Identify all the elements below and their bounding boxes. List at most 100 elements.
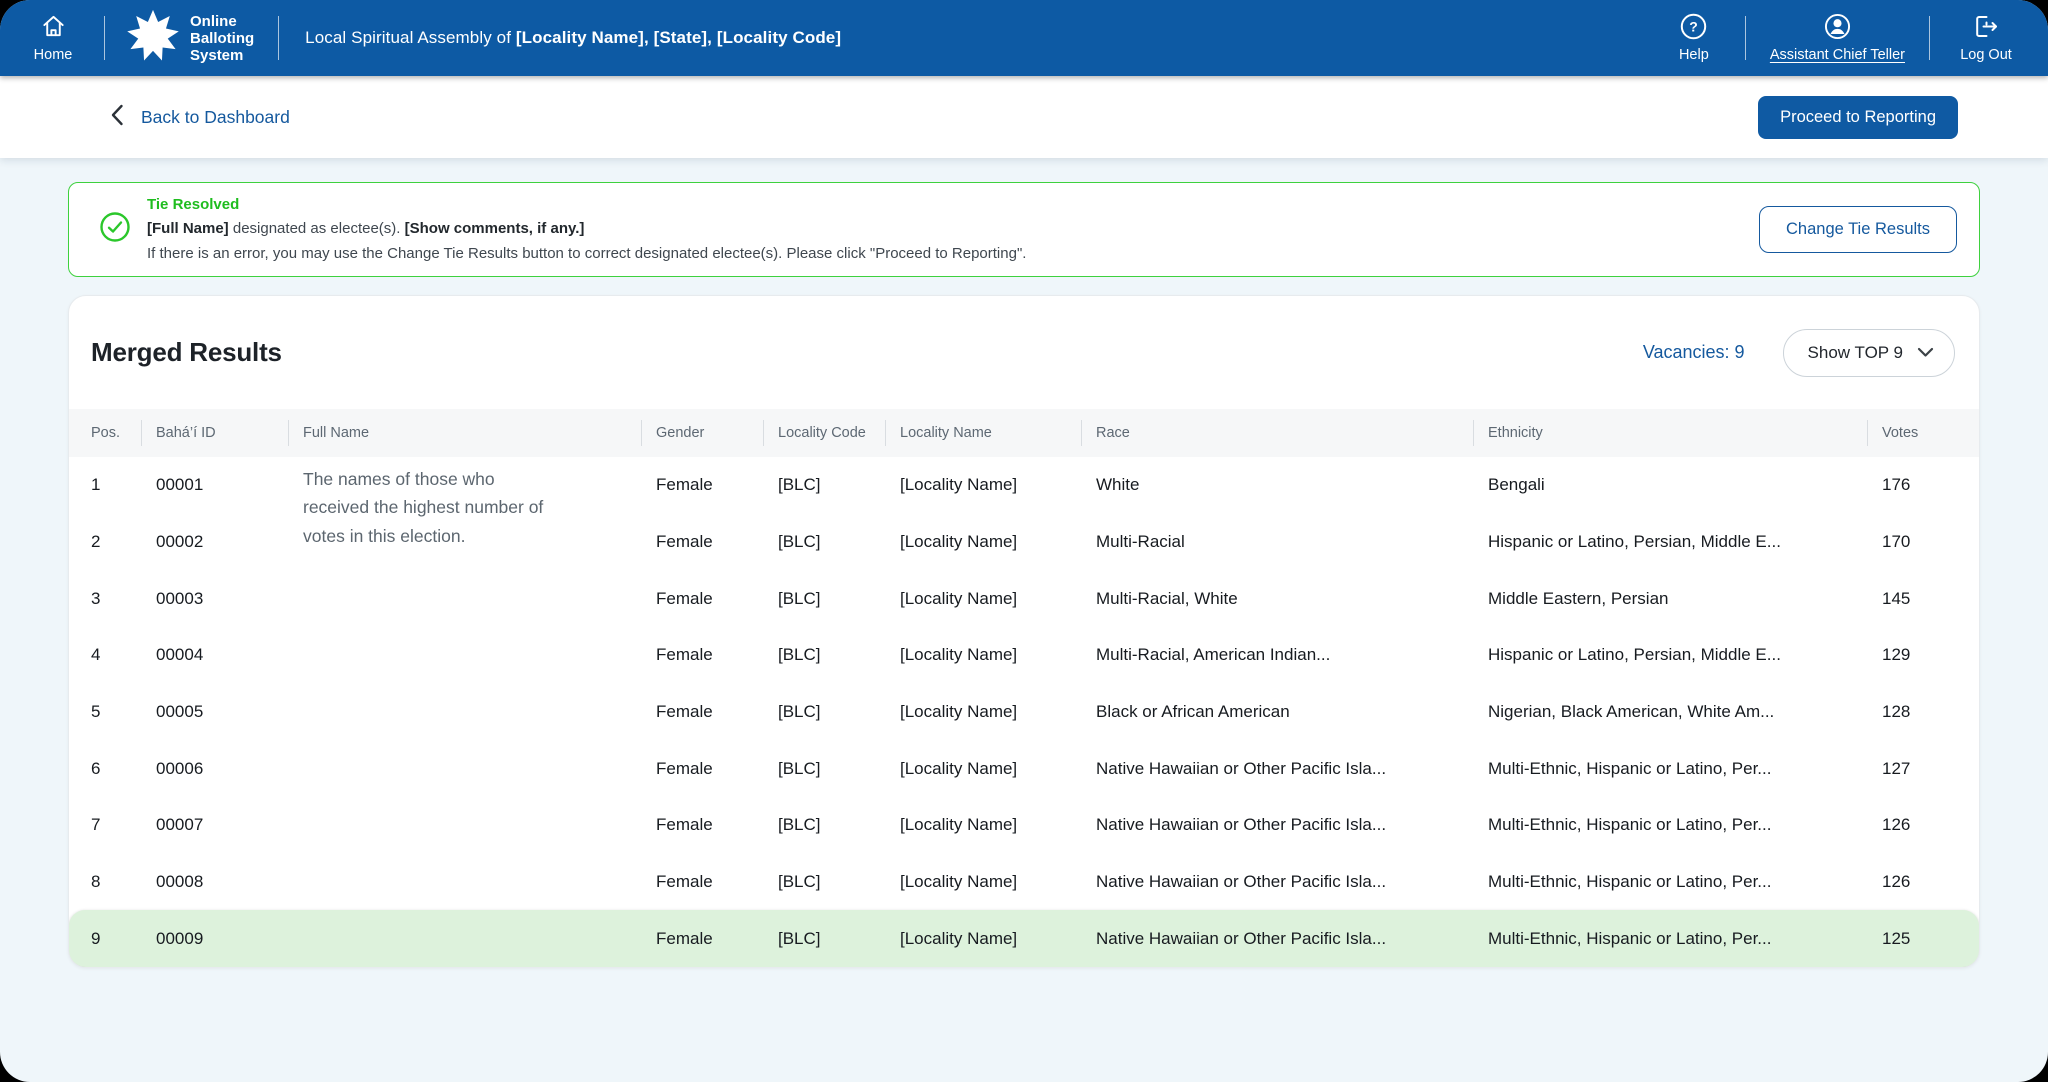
- cell-pos: 2: [91, 532, 141, 552]
- top-navigation-bar: Home Online Balloting System Local Spiri…: [0, 0, 2048, 76]
- topbar-divider: [1745, 16, 1746, 60]
- column-header: Race: [1081, 409, 1473, 456]
- cell-locality_name: [Locality Name]: [885, 702, 1081, 722]
- cell-votes: 125: [1867, 929, 1955, 949]
- home-icon: [40, 13, 67, 44]
- cell-locality_name: [Locality Name]: [885, 929, 1081, 949]
- help-button[interactable]: ? Help: [1667, 13, 1721, 63]
- cell-votes: 126: [1867, 815, 1955, 835]
- show-top-dropdown[interactable]: Show TOP 9: [1783, 329, 1955, 377]
- chevron-down-icon: [1917, 343, 1934, 363]
- vacancies-count: Vacancies: 9: [1643, 342, 1745, 363]
- cell-ethnicity: Nigerian, Black American, White Am...: [1473, 702, 1867, 722]
- column-header: Pos.: [91, 409, 141, 456]
- cell-locality_code: [BLC]: [763, 702, 885, 722]
- user-menu[interactable]: Assistant Chief Teller: [1770, 13, 1905, 63]
- cell-votes: 145: [1867, 589, 1955, 609]
- cell-votes: 170: [1867, 532, 1955, 552]
- sub-header: Back to Dashboard Proceed to Reporting: [0, 76, 2048, 158]
- cell-locality_name: [Locality Name]: [885, 532, 1081, 552]
- cell-ethnicity: Middle Eastern, Persian: [1473, 589, 1867, 609]
- cell-race: Multi-Racial: [1081, 532, 1473, 552]
- logout-label: Log Out: [1960, 47, 2012, 63]
- help-icon: ?: [1680, 13, 1707, 44]
- home-button[interactable]: Home: [24, 13, 82, 63]
- merged-results-card: Merged Results Vacancies: 9 Show TOP 9 P…: [68, 295, 1980, 968]
- cell-locality_code: [BLC]: [763, 532, 885, 552]
- alert-line-2: If there is an error, you may use the Ch…: [147, 242, 1759, 267]
- app-window: Home Online Balloting System Local Spiri…: [0, 0, 2048, 1082]
- cell-pos: 6: [91, 759, 141, 779]
- cell-gender: Female: [641, 702, 763, 722]
- cell-gender: Female: [641, 929, 763, 949]
- cell-votes: 129: [1867, 645, 1955, 665]
- cell-locality_code: [BLC]: [763, 589, 885, 609]
- cell-id: 00002: [141, 532, 288, 552]
- cell-pos: 7: [91, 815, 141, 835]
- cell-pos: 4: [91, 645, 141, 665]
- cell-votes: 128: [1867, 702, 1955, 722]
- card-title: Merged Results: [91, 337, 282, 368]
- back-to-dashboard-link[interactable]: Back to Dashboard: [110, 104, 290, 131]
- cell-ethnicity: Multi-Ethnic, Hispanic or Latino, Per...: [1473, 872, 1867, 892]
- table-row: 700007Female[BLC][Locality Name]Native H…: [69, 797, 1979, 854]
- column-header: Locality Name: [885, 409, 1081, 456]
- cell-gender: Female: [641, 872, 763, 892]
- cell-locality_name: [Locality Name]: [885, 759, 1081, 779]
- page-title: Local Spiritual Assembly of [Locality Na…: [305, 28, 841, 48]
- cell-ethnicity: Hispanic or Latino, Persian, Middle E...: [1473, 645, 1867, 665]
- cell-gender: Female: [641, 589, 763, 609]
- cell-locality_name: [Locality Name]: [885, 475, 1081, 495]
- column-header: Bahá’í ID: [141, 409, 288, 456]
- topbar-divider: [104, 16, 105, 60]
- table-row: 300003 Female[BLC][Locality Name]Multi-Ra…: [69, 570, 1979, 627]
- alert-title: Tie Resolved: [147, 193, 1759, 217]
- cell-id: 00003: [141, 589, 288, 609]
- cell-votes: 127: [1867, 759, 1955, 779]
- logout-icon: [1972, 13, 2000, 44]
- brand-logo-star-icon: [125, 8, 181, 69]
- cell-locality_code: [BLC]: [763, 815, 885, 835]
- table-row: 500005Female[BLC][Locality Name]Black or…: [69, 684, 1979, 741]
- logout-button[interactable]: Log Out: [1954, 13, 2018, 63]
- cell-gender: Female: [641, 759, 763, 779]
- cell-ethnicity: Multi-Ethnic, Hispanic or Latino, Per...: [1473, 759, 1867, 779]
- check-circle-icon: [99, 211, 131, 248]
- table-row: 800008Female[BLC][Locality Name]Native H…: [69, 854, 1979, 911]
- cell-locality_name: [Locality Name]: [885, 872, 1081, 892]
- topbar-divider: [1929, 16, 1930, 60]
- cell-pos: 8: [91, 872, 141, 892]
- cell-locality_code: [BLC]: [763, 645, 885, 665]
- cell-pos: 3: [91, 589, 141, 609]
- column-header: Votes: [1867, 409, 1955, 456]
- user-icon: [1824, 13, 1851, 44]
- proceed-to-reporting-button[interactable]: Proceed to Reporting: [1758, 96, 1958, 139]
- user-label: Assistant Chief Teller: [1770, 47, 1905, 63]
- cell-locality_code: [BLC]: [763, 872, 885, 892]
- cell-gender: Female: [641, 532, 763, 552]
- cell-id: 00005: [141, 702, 288, 722]
- cell-votes: 126: [1867, 872, 1955, 892]
- topbar-divider: [278, 16, 279, 60]
- cell-race: Multi-Racial, White: [1081, 589, 1473, 609]
- help-label: Help: [1679, 47, 1709, 63]
- column-header: Gender: [641, 409, 763, 456]
- cell-locality_name: [Locality Name]: [885, 815, 1081, 835]
- table-row: 600006Female[BLC][Locality Name]Native H…: [69, 740, 1979, 797]
- cell-pos: 5: [91, 702, 141, 722]
- brand-name: Online Balloting System: [190, 13, 254, 64]
- cell-ethnicity: Multi-Ethnic, Hispanic or Latino, Per...: [1473, 929, 1867, 949]
- tie-resolved-alert: Tie Resolved [Full Name] designated as e…: [68, 182, 1980, 277]
- chevron-left-icon: [110, 104, 124, 131]
- home-label: Home: [34, 47, 73, 63]
- card-header: Merged Results Vacancies: 9 Show TOP 9: [69, 296, 1979, 409]
- column-header: Ethnicity: [1473, 409, 1867, 456]
- cell-gender: Female: [641, 815, 763, 835]
- cell-votes: 176: [1867, 475, 1955, 495]
- change-tie-results-button[interactable]: Change Tie Results: [1759, 206, 1957, 253]
- cell-ethnicity: Bengali: [1473, 475, 1867, 495]
- cell-locality_name: [Locality Name]: [885, 589, 1081, 609]
- cell-race: Native Hawaiian or Other Pacific Isla...: [1081, 759, 1473, 779]
- cell-pos: 9: [91, 929, 141, 949]
- cell-locality_code: [BLC]: [763, 759, 885, 779]
